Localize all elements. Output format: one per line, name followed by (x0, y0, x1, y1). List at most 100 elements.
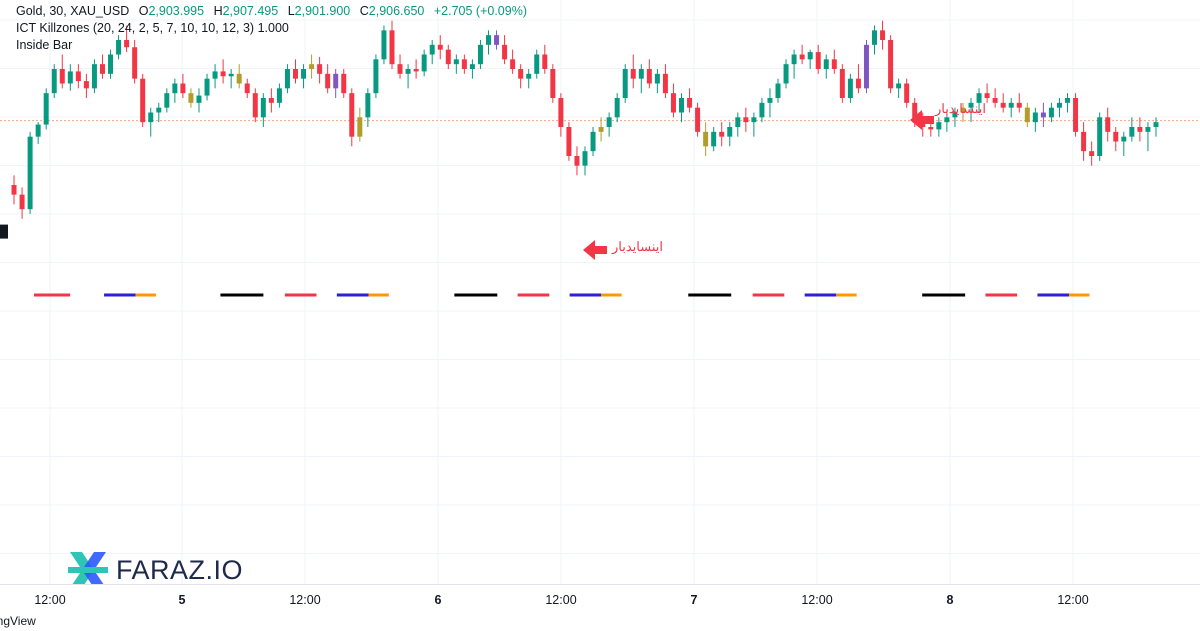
candle-body (976, 93, 982, 103)
candle-body (108, 54, 114, 74)
price-marker (0, 224, 8, 239)
legend-symbol: Gold, 30, XAU_USD (16, 4, 130, 18)
candle-body (687, 98, 693, 108)
time-tick-day: 5 (178, 593, 186, 607)
candle-body (397, 64, 403, 74)
candle-body (1016, 102, 1022, 108)
candle-body (357, 117, 363, 137)
candle-body (1113, 131, 1119, 142)
candle-body (751, 117, 757, 123)
inside-bar-label-1: اینسایدبار (612, 239, 664, 254)
candle-body (703, 131, 709, 147)
candle-body (872, 30, 878, 45)
candle-body (590, 131, 596, 152)
legend-high-key: H (213, 4, 223, 18)
time-axis[interactable]: 12:00 5 12:00 6 12:00 7 12:00 8 12:00 (0, 584, 1200, 631)
candle-body (783, 64, 789, 84)
faraz-logo: FARAZ.IO (66, 548, 243, 592)
candle-body (172, 83, 178, 94)
candle-body (542, 54, 548, 69)
time-tick-day: 7 (690, 593, 698, 607)
tradingview-watermark: ingView (0, 614, 36, 628)
candle-body (284, 69, 290, 89)
candle-body (888, 40, 894, 89)
candle-body (373, 59, 379, 94)
candle-body (156, 107, 162, 113)
candle-body (815, 52, 821, 69)
candle-body (896, 83, 902, 89)
candle-body (405, 69, 411, 74)
candle-body (276, 88, 282, 103)
candle-body (43, 93, 49, 125)
time-tick-day: 6 (434, 593, 442, 607)
candle-body (863, 44, 869, 89)
legend-indicator-inside-bar[interactable]: Inside Bar (16, 38, 73, 52)
candle-body (670, 93, 676, 113)
candle-body (389, 30, 395, 65)
candle-body (719, 131, 725, 137)
legend-close-key: C (359, 4, 369, 18)
candle-body (477, 44, 483, 65)
candle-body (494, 35, 500, 45)
candle-body (164, 93, 170, 108)
legend-ohlc-row[interactable]: Gold, 30, XAU_USD O2,903.995 H2,907.495 … (16, 3, 527, 20)
candle-body (317, 64, 323, 74)
candle-body (606, 117, 612, 127)
candle-body (622, 69, 628, 98)
legend-close-value: 2,906.650 (368, 4, 425, 18)
candle-body (646, 69, 652, 84)
candle-body (1032, 112, 1038, 123)
candle-body (1153, 122, 1159, 127)
arrow-icon (583, 240, 607, 260)
candle-body (1065, 98, 1071, 103)
faraz-logo-icon (68, 552, 108, 588)
candle-body (365, 93, 371, 118)
candle-body (855, 78, 861, 89)
candle-body (292, 69, 298, 79)
candle-body (526, 73, 532, 79)
candle-body (59, 69, 65, 84)
candle-body (614, 98, 620, 118)
candle-body (148, 112, 154, 123)
candle-body (220, 71, 226, 77)
price-chart[interactable] (0, 0, 1200, 584)
candle-body (204, 78, 210, 96)
candle-body (91, 64, 97, 89)
candle-body (727, 127, 733, 137)
candle-body (228, 73, 234, 77)
candle-body (638, 69, 644, 79)
candle-body (11, 185, 17, 195)
legend-low-value: 2,901.900 (294, 4, 351, 18)
time-tick-day: 8 (946, 593, 954, 607)
legend-indicator-killzones[interactable]: ICT Killzones (20, 24, 2, 5, 7, 10, 10, … (16, 21, 289, 35)
candle-body (1008, 102, 1014, 108)
candle-body (429, 44, 435, 55)
candle-body (1000, 102, 1006, 108)
chart-legend: Gold, 30, XAU_USD O2,903.995 H2,907.495 … (16, 3, 527, 54)
candle-body (196, 95, 202, 103)
candle-body (574, 156, 580, 166)
candle-body (309, 64, 315, 69)
candle-body (236, 73, 242, 84)
candle-body (952, 112, 958, 118)
faraz-logo-text: FARAZ.IO (116, 554, 244, 585)
candle-body (260, 98, 266, 118)
candle-body (116, 40, 122, 55)
candle-body (823, 59, 829, 69)
candle-body (654, 73, 660, 84)
candle-body (767, 98, 773, 103)
candle-body (743, 117, 749, 123)
candle-body (847, 78, 853, 98)
candle-body (534, 54, 540, 74)
candle-body (566, 127, 572, 156)
candle-body (992, 98, 998, 103)
candle-body (960, 107, 966, 113)
candle-body (486, 35, 491, 45)
candle-body (839, 69, 845, 98)
candle-body (421, 54, 427, 72)
candle-body (695, 107, 701, 132)
candle-body (1145, 127, 1151, 132)
candle-body (349, 93, 355, 137)
candle-body (381, 30, 387, 60)
candle-body (831, 59, 837, 69)
